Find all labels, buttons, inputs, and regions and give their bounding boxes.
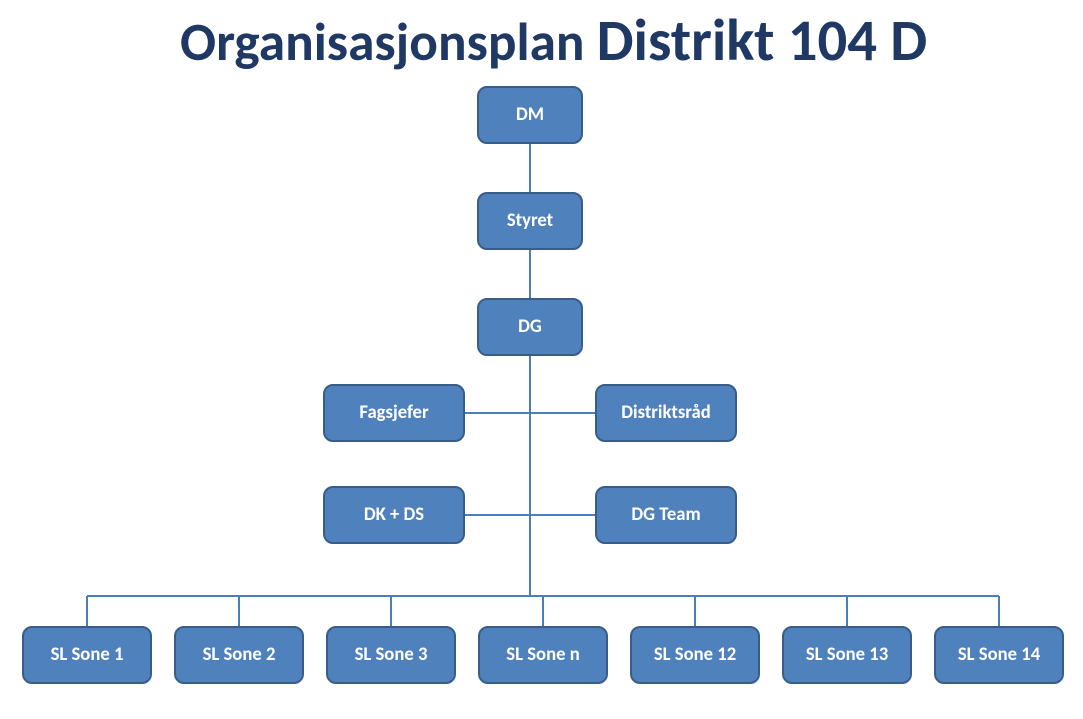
node-dkds: DK + DS	[323, 486, 465, 544]
node-sln: SL Sone n	[478, 626, 608, 684]
node-label: SL Sone 3	[355, 645, 428, 666]
node-label: SL Sone 13	[806, 645, 888, 666]
node-sl2: SL Sone 2	[174, 626, 304, 684]
node-label: Styret	[507, 211, 553, 232]
org-chart-canvas: Organisasjonsplan Distrikt 104 D DM Styr…	[0, 0, 1083, 719]
node-sl12: SL Sone 12	[630, 626, 760, 684]
node-dm: DM	[477, 86, 583, 144]
node-label: DG Team	[631, 505, 700, 526]
node-label: DG	[518, 317, 542, 338]
node-sl14: SL Sone 14	[934, 626, 1064, 684]
node-label: Distriktsråd	[621, 403, 710, 424]
node-label: SL Sone 2	[203, 645, 276, 666]
node-label: DM	[516, 105, 544, 126]
node-styret: Styret	[477, 192, 583, 250]
node-sl1: SL Sone 1	[22, 626, 152, 684]
node-label: SL Sone 12	[654, 645, 736, 666]
node-fagsjefer: Fagsjefer	[323, 384, 465, 442]
chart-title-part2: Distrikt 104 D	[597, 4, 928, 76]
node-sl13: SL Sone 13	[782, 626, 912, 684]
node-sl3: SL Sone 3	[326, 626, 456, 684]
chart-title: Organisasjonsplan Distrikt 104 D	[180, 4, 927, 76]
chart-title-part1: Organisasjonsplan	[180, 10, 597, 75]
node-dgteam: DG Team	[595, 486, 737, 544]
node-label: SL Sone 14	[958, 645, 1040, 666]
node-label: Fagsjefer	[359, 403, 428, 424]
node-distriktsrad: Distriktsråd	[595, 384, 737, 442]
node-dg: DG	[477, 298, 583, 356]
node-label: SL Sone 1	[51, 645, 124, 666]
node-label: DK + DS	[364, 505, 424, 526]
node-label: SL Sone n	[506, 645, 579, 666]
